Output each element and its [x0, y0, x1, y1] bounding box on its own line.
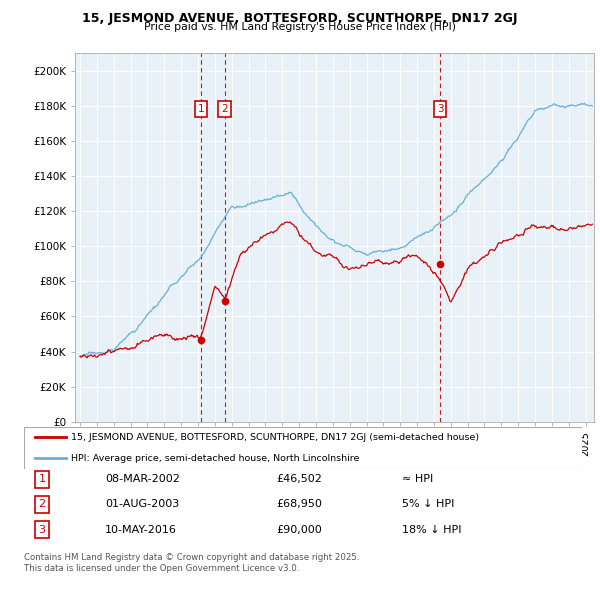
Text: Price paid vs. HM Land Registry's House Price Index (HPI): Price paid vs. HM Land Registry's House … [144, 22, 456, 32]
Text: 1: 1 [198, 104, 205, 114]
Text: 15, JESMOND AVENUE, BOTTESFORD, SCUNTHORPE, DN17 2GJ (semi-detached house): 15, JESMOND AVENUE, BOTTESFORD, SCUNTHOR… [71, 432, 479, 442]
Text: 01-AUG-2003: 01-AUG-2003 [105, 500, 179, 509]
Text: 15, JESMOND AVENUE, BOTTESFORD, SCUNTHORPE, DN17 2GJ: 15, JESMOND AVENUE, BOTTESFORD, SCUNTHOR… [82, 12, 518, 25]
Text: £68,950: £68,950 [276, 500, 322, 509]
Text: 2: 2 [38, 500, 46, 509]
Text: 10-MAY-2016: 10-MAY-2016 [105, 525, 177, 535]
Text: 08-MAR-2002: 08-MAR-2002 [105, 474, 180, 484]
Text: £46,502: £46,502 [276, 474, 322, 484]
Text: £90,000: £90,000 [276, 525, 322, 535]
Text: HPI: Average price, semi-detached house, North Lincolnshire: HPI: Average price, semi-detached house,… [71, 454, 360, 463]
Text: ≈ HPI: ≈ HPI [402, 474, 433, 484]
Text: 3: 3 [437, 104, 443, 114]
Text: 5% ↓ HPI: 5% ↓ HPI [402, 500, 454, 509]
Text: 3: 3 [38, 525, 46, 535]
Text: 18% ↓ HPI: 18% ↓ HPI [402, 525, 461, 535]
Text: 1: 1 [38, 474, 46, 484]
Text: Contains HM Land Registry data © Crown copyright and database right 2025.
This d: Contains HM Land Registry data © Crown c… [24, 553, 359, 573]
Text: 2: 2 [221, 104, 228, 114]
